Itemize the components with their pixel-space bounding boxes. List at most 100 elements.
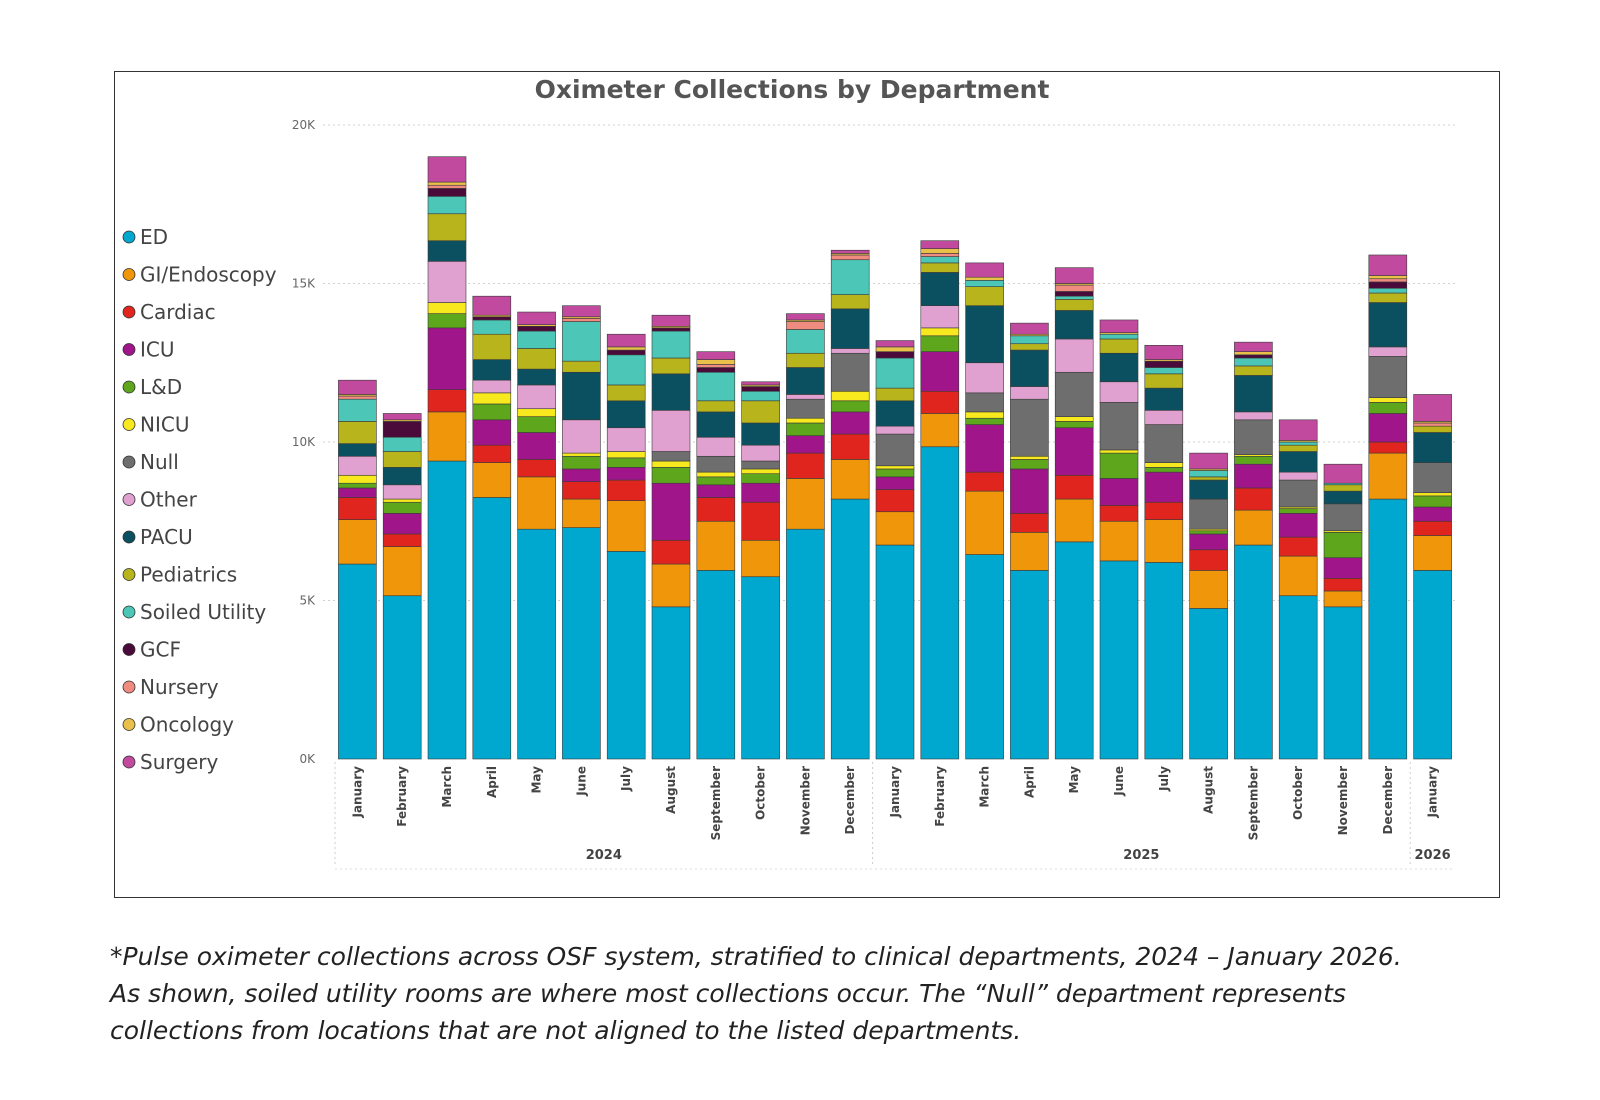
bar-segment-pediatrics [965,286,1004,306]
bar-segment-other [965,362,1004,394]
bar-segment-pacu [1189,479,1228,500]
bar-segment-pediatrics [1099,338,1139,354]
bar-segment-null [830,352,870,392]
bar-segment-gcf [1368,281,1408,289]
bar-segment-nicu [472,392,512,405]
bar-segment-nicu [651,460,691,468]
bar-segment-pacu [338,443,377,457]
bar-segment-pediatrics [651,357,691,375]
bar-segment-null [1099,402,1139,451]
y-tick-label: 10K [292,435,316,449]
bar-segment-soiled-utility [965,280,1004,287]
bar-segment-ed [1323,606,1363,760]
bar-segment-ed [562,527,601,760]
bar-segment-pediatrics [920,262,960,273]
bar-segment-cardiac [562,481,601,500]
bar-stack-15 [965,262,1004,760]
bar-segment-null [741,460,780,470]
bar-stack-14 [920,240,960,760]
bar-segment-nicu [965,411,1004,419]
bar-segment-gi-endoscopy [1323,590,1363,608]
bar-segment-gi-endoscopy [1234,509,1273,546]
x-tick-label: January [1426,766,1440,819]
caption-line-3: collections from locations that are not … [110,1016,1022,1045]
bar-segment-cardiac [786,452,825,479]
bar-segment-surgery [875,340,915,348]
bar-segment-pacu [1054,310,1094,340]
bar-segment-surgery [920,240,960,249]
bar-segment-icu [562,468,601,482]
bar-segment-null [1010,398,1049,457]
bar-segment-soiled-utility [1099,333,1139,340]
bar-segment-ed [1278,595,1318,760]
bar-segment-surgery [1010,322,1049,335]
bar-segment-oncology [1368,275,1408,280]
bar-segment-oncology [920,248,960,254]
bar-segment-gcf [517,325,556,332]
bar-segment-pediatrics [696,400,736,413]
bar-segment-l-d [1234,455,1273,465]
bar-segment-pacu [1368,302,1408,348]
bar-segment-cardiac [1010,513,1049,533]
bar-segment-nicu [1010,455,1049,460]
bar-stack-23 [1323,463,1363,760]
bar-segment-ed [1144,562,1184,760]
bar-segment-gi-endoscopy [1368,452,1408,500]
bar-segment-pediatrics [1054,299,1094,311]
bar-segment-ed [382,595,422,760]
legend-label-l-d: L&D [140,375,182,399]
bar-segment-l-d [562,455,601,470]
bar-segment-ed [920,446,960,760]
bar-segment-other [1234,411,1273,421]
bar-segment-null [1413,462,1452,494]
bar-stack-24 [1368,254,1408,760]
bar-segment-gi-endoscopy [382,546,422,597]
bar-segment-ed [875,544,915,760]
bar-segment-l-d [1368,402,1408,414]
bar-segment-oncology [606,346,646,351]
bar-segment-gcf [427,188,467,197]
bar-segment-gi-endoscopy [786,478,825,530]
bar-segment-icu [920,351,960,392]
bar-segment-other [1054,338,1094,373]
bar-stack-1 [338,379,377,760]
bar-segment-gcf [696,367,736,373]
bar-segment-icu [1189,533,1228,551]
bar-segment-soiled-utility [1189,470,1228,478]
legend-label-cardiac: Cardiac [140,300,216,324]
bar-segment-gi-endoscopy [965,490,1004,555]
bar-segment-surgery [1323,463,1363,484]
bar-segment-l-d [338,482,377,489]
bar-segment-surgery [606,333,646,348]
bar-segment-nicu [1144,462,1184,468]
year-label: 2024 [586,848,622,863]
bar-segment-other [741,444,780,462]
bar-segment-surgery [1099,319,1139,333]
bar-segment-pediatrics [875,387,915,402]
bar-segment-soiled-utility [1054,295,1094,300]
bar-segment-gi-endoscopy [875,511,915,546]
bar-segment-soiled-utility [651,330,691,359]
bar-segment-icu [338,487,377,498]
bar-segment-other [1144,409,1184,425]
bar-segment-gcf [875,351,915,359]
bar-segment-pacu [875,400,915,427]
bar-segment-l-d [786,422,825,436]
bar-segment-icu [1099,478,1139,506]
bar-segment-pediatrics [1234,365,1273,376]
bar-segment-surgery [382,413,422,421]
bar-segment-l-d [1054,421,1094,429]
bar-stack-6 [562,305,601,760]
bar-segment-other [472,379,512,394]
bar-segment-icu [1054,427,1094,476]
bar-segment-l-d [875,468,915,478]
bar-segment-surgery [1413,394,1452,422]
legend-marker-nursery [122,680,136,694]
bar-segment-other [1099,381,1139,403]
bar-segment-l-d [382,501,422,514]
bar-stack-12 [830,249,870,760]
bar-segment-l-d [1099,452,1139,479]
bar-segment-nursery [427,184,467,189]
bar-segment-cardiac [830,433,870,460]
bar-segment-null [1234,419,1273,455]
